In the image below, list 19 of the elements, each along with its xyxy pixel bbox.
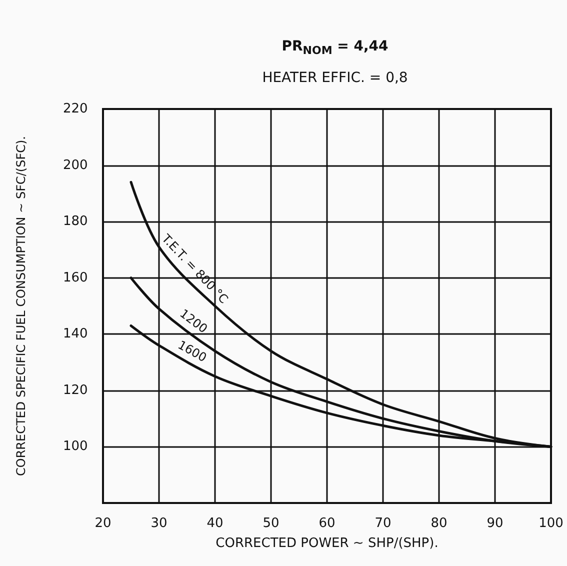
x-tick-label: 40 bbox=[206, 516, 224, 531]
y-axis-title: CORRECTED SPECIFIC FUEL CONSUMPTION ~ SFC/(SFC). bbox=[14, 136, 28, 476]
x-tick-label: 70 bbox=[374, 516, 392, 531]
x-tick-label: 20 bbox=[94, 516, 112, 531]
x-tick-label: 100 bbox=[538, 516, 564, 531]
x-tick-label: 30 bbox=[150, 516, 168, 531]
x-tick-label: 50 bbox=[262, 516, 280, 531]
y-tick-label: 120 bbox=[63, 382, 88, 398]
y-tick-label: 100 bbox=[63, 439, 88, 454]
y-tick-label: 200 bbox=[63, 158, 88, 173]
x-tick-label: 80 bbox=[430, 516, 448, 531]
chart-subtitle: HEATER EFFIC. = 0,8 bbox=[262, 70, 408, 86]
x-tick-label: 90 bbox=[486, 516, 504, 531]
x-axis-title: CORRECTED POWER ~ SHP/(SHP). bbox=[216, 536, 438, 551]
x-tick-label: 60 bbox=[318, 516, 336, 531]
y-tick-label: 140 bbox=[63, 326, 88, 342]
y-tick-label: 180 bbox=[63, 214, 88, 230]
y-tick-label: 160 bbox=[63, 270, 88, 286]
y-tick-label: 220 bbox=[63, 102, 88, 116]
